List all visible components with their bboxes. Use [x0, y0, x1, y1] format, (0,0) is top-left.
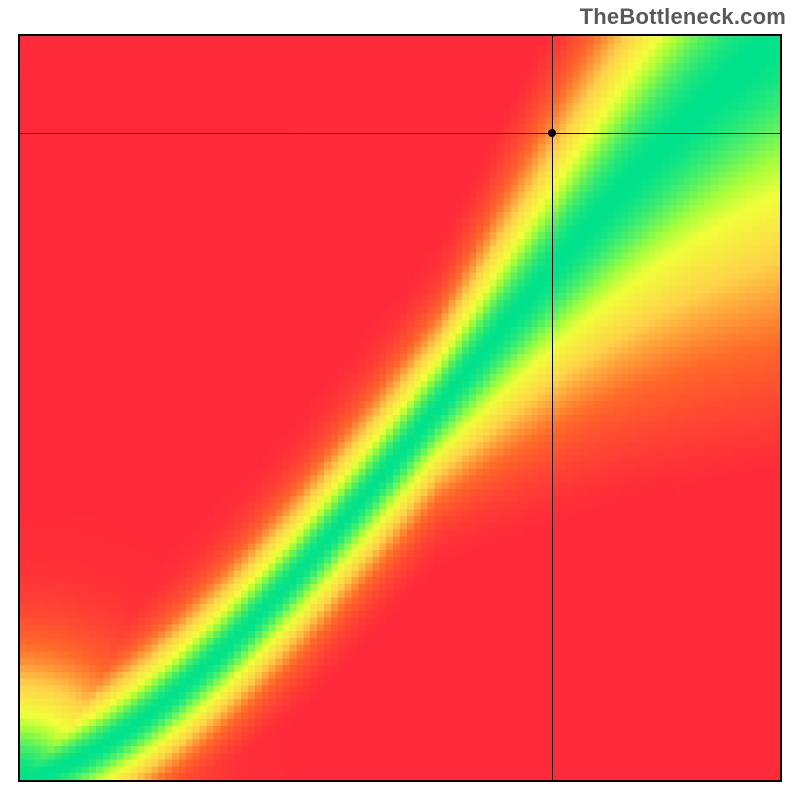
heatmap-canvas	[20, 36, 780, 780]
chart-container: TheBottleneck.com	[0, 0, 800, 800]
watermark-label: TheBottleneck.com	[580, 4, 786, 30]
heatmap-chart	[18, 34, 782, 782]
